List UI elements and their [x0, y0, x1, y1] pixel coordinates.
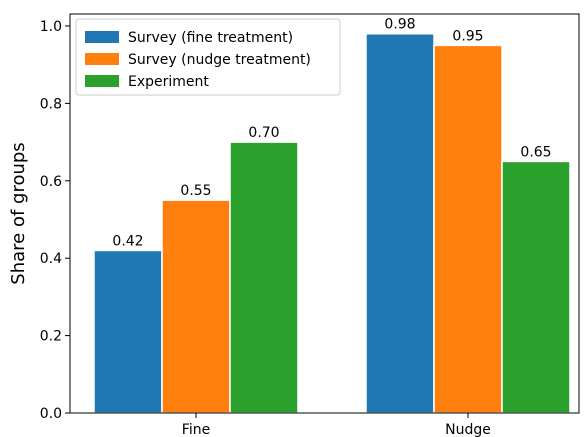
bar-nudge-series-2: [501, 160, 571, 414]
bar-nudge-series-1: [433, 44, 503, 414]
legend-entry: Survey (nudge treatment): [128, 52, 311, 68]
legend-entry: Survey (fine treatment): [128, 30, 293, 46]
bar-nudge-series-0: [365, 32, 435, 414]
y-tick-label: 0.6: [40, 174, 62, 190]
y-tick-label: 0.4: [40, 251, 62, 267]
bar-fine-series-0: [93, 249, 163, 414]
x-tick-label: Nudge: [445, 422, 491, 437]
bar-labels-group: 0.42 0.55 0.70 0.98 0.95 0.65: [112, 17, 551, 250]
bars-group: [93, 32, 571, 414]
bar-fine-series-1: [161, 199, 231, 414]
y-tick-label: 0.0: [40, 406, 62, 422]
bar-value-label: 0.95: [452, 28, 483, 44]
bar-value-label: 0.98: [384, 17, 415, 33]
y-tick-label: 0.8: [40, 96, 62, 112]
y-tick-label: 0.2: [40, 329, 62, 345]
bar-value-label: 0.55: [180, 183, 211, 199]
bar-fine-series-2: [229, 141, 299, 414]
x-tick-label: Fine: [182, 422, 210, 437]
plot-frame: [69, 13, 580, 414]
legend-frame: [75, 18, 341, 96]
bar-value-label: 0.70: [248, 125, 279, 141]
legend: Survey (fine treatment) Survey (nudge tre…: [75, 18, 341, 96]
y-tick-label: 1.0: [40, 19, 62, 35]
y-axis: 0.0 0.2 0.4 0.6 0.8 1.0: [40, 19, 70, 422]
legend-swatch: [85, 53, 119, 65]
y-axis-label: Share of groups: [8, 142, 29, 284]
legend-swatch: [85, 75, 119, 87]
bar-value-label: 0.42: [112, 233, 143, 249]
legend-entry: Experiment: [128, 74, 209, 90]
bar-value-label: 0.65: [520, 144, 551, 160]
x-axis: Fine Nudge: [182, 413, 491, 437]
legend-swatch: [85, 31, 119, 43]
